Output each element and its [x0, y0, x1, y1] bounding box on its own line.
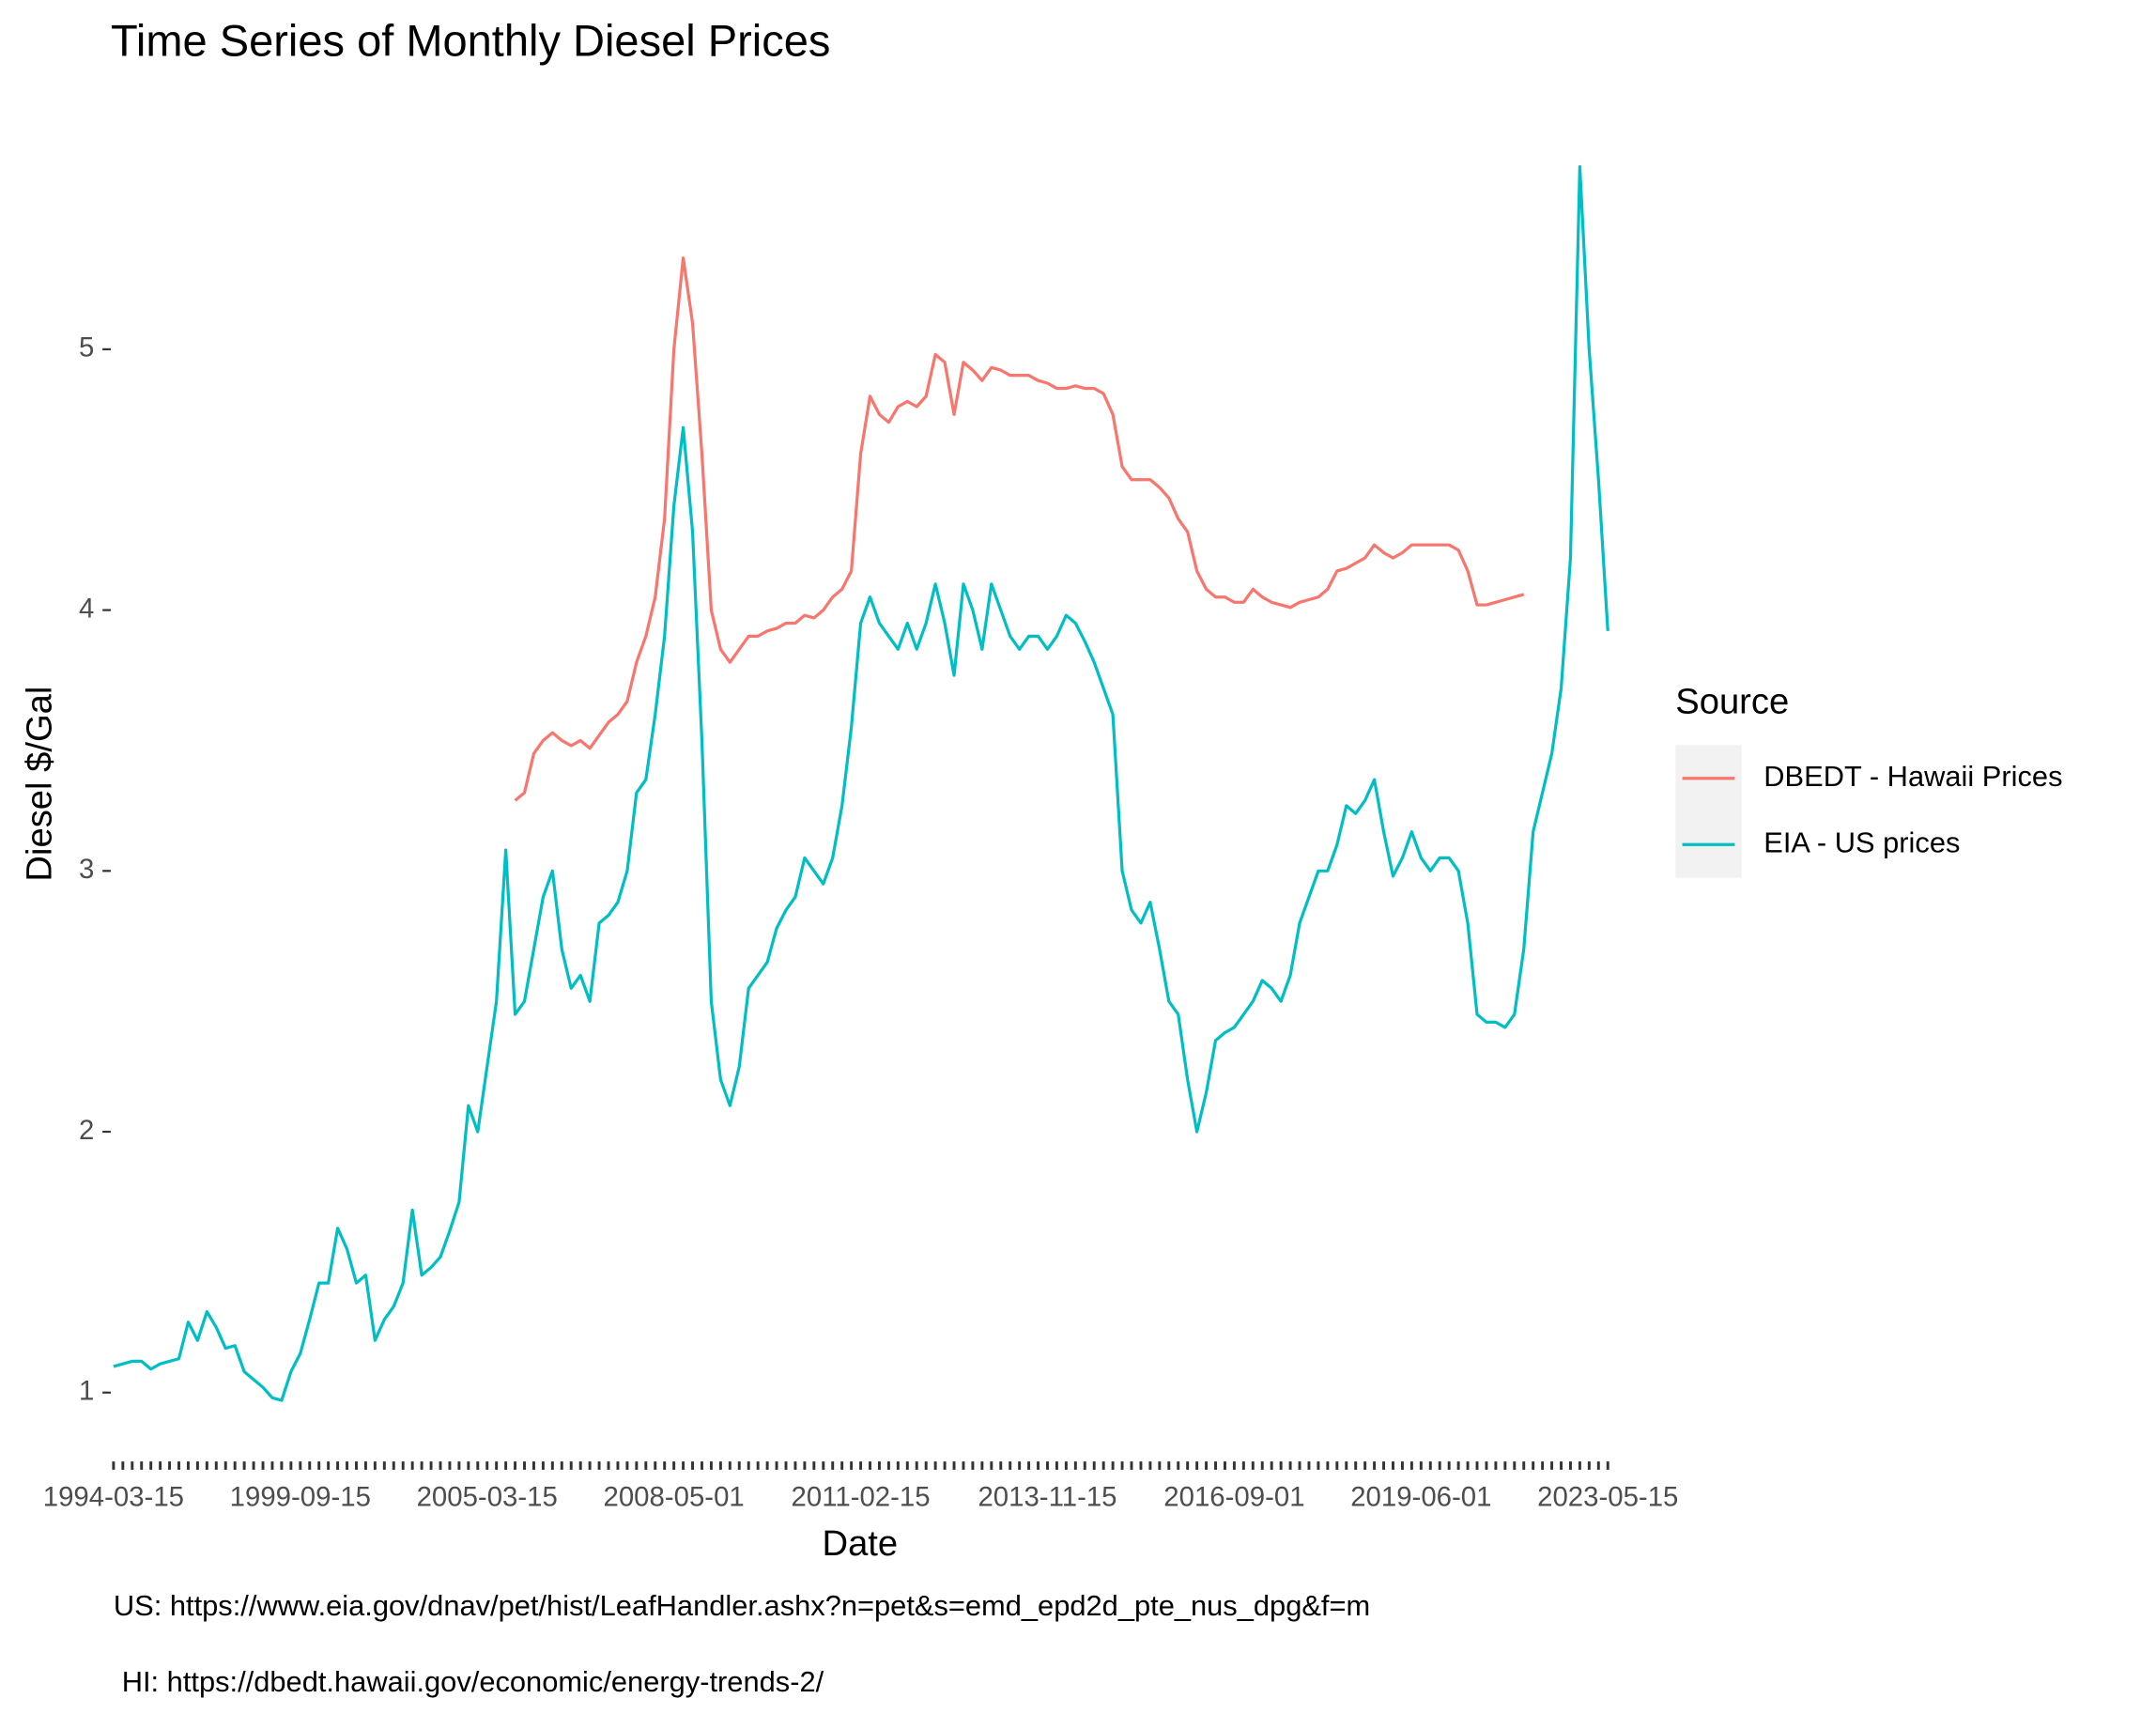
x-tick-label: 2005-03-15 — [417, 1482, 558, 1513]
y-axis-title: Diesel $/Gal — [20, 687, 60, 882]
x-tick-label: 2019-06-01 — [1350, 1482, 1491, 1513]
x-tick-label: 2013-11-15 — [978, 1482, 1116, 1513]
x-tick-label: 1994-03-15 — [43, 1482, 184, 1513]
legend-label: DBEDT - Hawaii Prices — [1763, 760, 2062, 793]
y-tick-label: 1 — [79, 1376, 94, 1407]
caption: US: https://www.eia.gov/dnav/pet/hist/Le… — [114, 1589, 1370, 1622]
y-tick-label: 5 — [79, 332, 94, 363]
legend-title: Source — [1675, 681, 1789, 721]
x-tick-label: 2008-05-01 — [604, 1482, 745, 1513]
x-tick-label: 1999-09-15 — [230, 1482, 371, 1513]
series-line — [514, 256, 1525, 802]
caption: HI: https://dbedt.hawaii.gov/economic/en… — [122, 1665, 824, 1698]
legend-label: EIA - US prices — [1763, 826, 1960, 858]
y-tick-label: 4 — [79, 593, 94, 624]
chart-title: Time Series of Monthly Diesel Prices — [111, 15, 830, 65]
series-line — [113, 164, 1609, 1402]
x-tick-label: 2023-05-15 — [1537, 1482, 1678, 1513]
y-tick-label: 2 — [79, 1115, 94, 1146]
x-tick-label: 2011-02-15 — [792, 1482, 931, 1513]
x-axis-title: Date — [822, 1523, 898, 1564]
y-tick-label: 3 — [79, 854, 94, 885]
x-tick-label: 2016-09-01 — [1163, 1482, 1304, 1513]
